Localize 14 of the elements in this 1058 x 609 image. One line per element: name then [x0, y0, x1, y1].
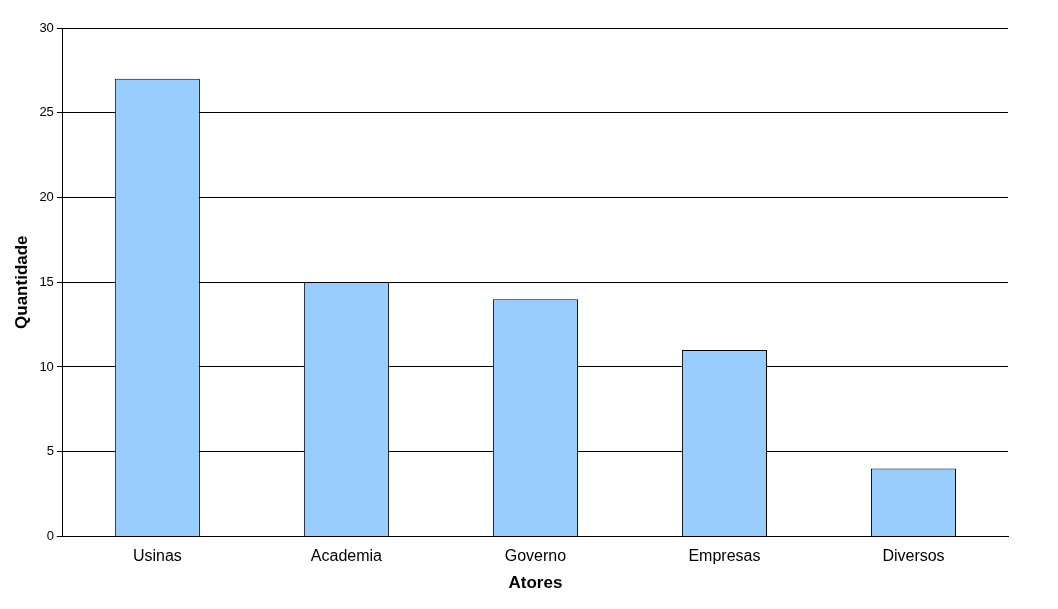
y-tick-label: 20	[39, 189, 54, 205]
y-tick-label: 0	[46, 527, 54, 543]
y-axis-title: Quantidade	[11, 235, 31, 329]
y-tick-label: 30	[39, 19, 54, 35]
x-tick-label: Academia	[310, 547, 383, 565]
y-tick-label: 5	[46, 443, 54, 459]
x-axis-title: Atores	[508, 573, 563, 593]
x-tick-label: Diversos	[882, 547, 945, 565]
y-tick-label: 10	[39, 358, 54, 374]
x-tick-label: Usinas	[132, 547, 182, 565]
x-tick-label: Empresas	[688, 547, 761, 565]
x-tick-label: Governo	[504, 547, 567, 565]
y-tick-label: 25	[39, 104, 54, 120]
y-tick-label: 15	[39, 273, 54, 289]
